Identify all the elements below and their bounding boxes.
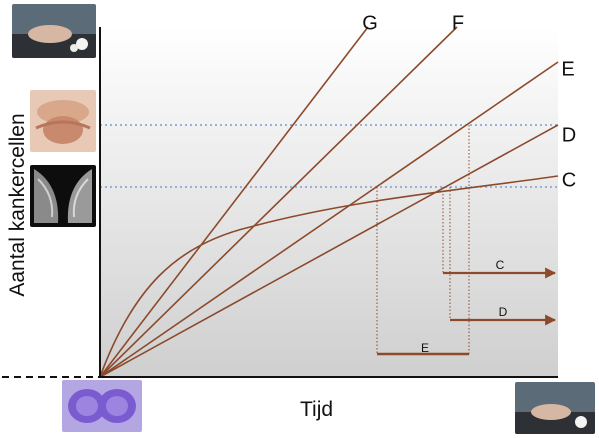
series-label-G: G <box>362 12 378 34</box>
series-label-D: D <box>562 124 576 146</box>
span-label-e: E <box>421 341 429 355</box>
series-label-C: C <box>562 169 576 191</box>
series-line-E <box>99 61 559 378</box>
x-axis-label: Tijd <box>300 398 334 421</box>
arrow-label-C: C <box>496 258 505 272</box>
plot-area <box>100 27 558 377</box>
series-line-F <box>99 26 458 378</box>
series-label-F: F <box>452 12 464 34</box>
arrow-label-D: D <box>499 305 508 319</box>
dividing-cell-photo <box>62 380 142 432</box>
series-label-E: E <box>561 58 574 80</box>
series-line-D <box>99 124 559 378</box>
series-line-G <box>99 26 369 378</box>
hand-on-coffin-photo-top <box>12 4 96 58</box>
breast-exam-photo <box>30 90 96 152</box>
mammogram-photo <box>30 165 96 227</box>
hand-on-coffin-photo-bottom <box>515 382 595 434</box>
series-line-C <box>99 175 559 378</box>
